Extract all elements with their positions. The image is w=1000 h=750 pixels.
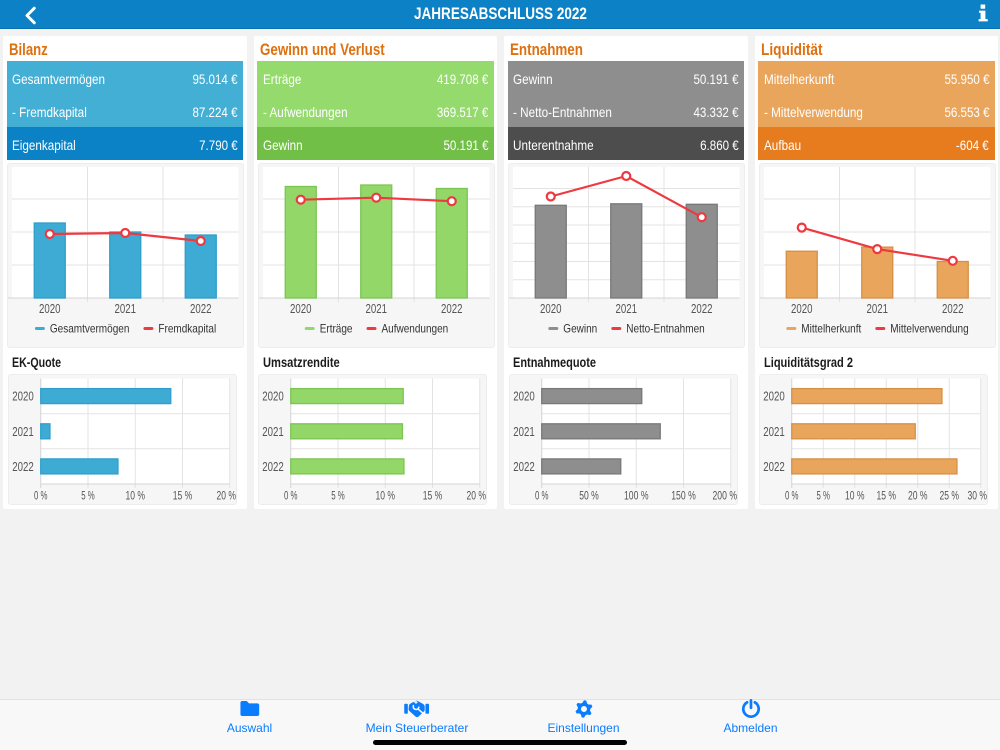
svg-text:10 %: 10 % xyxy=(125,488,145,502)
svg-text:10 %: 10 % xyxy=(845,488,865,502)
svg-text:2021: 2021 xyxy=(262,424,284,438)
svg-text:0 %: 0 % xyxy=(284,488,298,502)
svg-text:100 %: 100 % xyxy=(624,488,649,502)
svg-text:Aufwendungen: Aufwendungen xyxy=(381,321,448,335)
svg-text:20 %: 20 % xyxy=(908,488,928,502)
svg-text:2022: 2022 xyxy=(763,459,785,473)
svg-text:Gesamtvermögen: Gesamtvermögen xyxy=(50,321,129,335)
svg-text:2021: 2021 xyxy=(866,302,888,316)
svg-text:2022: 2022 xyxy=(513,459,535,473)
svg-text:5 %: 5 % xyxy=(81,488,95,502)
svg-text:200 %: 200 % xyxy=(712,488,737,502)
svg-text:2020: 2020 xyxy=(763,389,785,403)
svg-text:Gewinn: Gewinn xyxy=(563,321,597,335)
svg-text:2020: 2020 xyxy=(540,302,562,316)
svg-text:2020: 2020 xyxy=(39,302,61,316)
svg-text:0 %: 0 % xyxy=(34,488,48,502)
svg-text:2021: 2021 xyxy=(616,302,638,316)
svg-text:5 %: 5 % xyxy=(817,488,831,502)
svg-text:30 %: 30 % xyxy=(968,488,988,502)
svg-text:2021: 2021 xyxy=(763,424,785,438)
svg-text:150 %: 150 % xyxy=(671,488,696,502)
svg-text:2021: 2021 xyxy=(365,302,387,316)
svg-text:25 %: 25 % xyxy=(940,488,960,502)
svg-text:2020: 2020 xyxy=(290,302,312,316)
svg-text:2020: 2020 xyxy=(262,389,284,403)
svg-text:Fremdkapital: Fremdkapital xyxy=(158,321,216,335)
svg-text:0 %: 0 % xyxy=(535,488,549,502)
svg-text:20 %: 20 % xyxy=(216,488,236,502)
svg-text:2020: 2020 xyxy=(513,389,535,403)
svg-text:2022: 2022 xyxy=(441,302,463,316)
svg-text:10 %: 10 % xyxy=(376,488,396,502)
svg-text:50 %: 50 % xyxy=(579,488,599,502)
svg-text:2021: 2021 xyxy=(513,424,535,438)
svg-text:2020: 2020 xyxy=(12,389,34,403)
svg-text:0 %: 0 % xyxy=(785,488,799,502)
svg-text:2022: 2022 xyxy=(190,302,212,316)
svg-text:15 %: 15 % xyxy=(877,488,897,502)
svg-text:2021: 2021 xyxy=(115,302,137,316)
svg-text:15 %: 15 % xyxy=(172,488,192,502)
svg-text:Netto-Entnahmen: Netto-Entnahmen xyxy=(626,321,704,335)
svg-text:20 %: 20 % xyxy=(467,488,487,502)
svg-text:Mittelherkunft: Mittelherkunft xyxy=(801,321,862,335)
svg-text:Erträge: Erträge xyxy=(319,321,352,335)
svg-text:2022: 2022 xyxy=(12,459,34,473)
svg-text:5 %: 5 % xyxy=(331,488,345,502)
svg-text:15 %: 15 % xyxy=(423,488,443,502)
svg-text:2022: 2022 xyxy=(262,459,284,473)
svg-text:Mittelverwendung: Mittelverwendung xyxy=(890,321,968,335)
svg-text:2022: 2022 xyxy=(942,302,964,316)
svg-text:2022: 2022 xyxy=(691,302,713,316)
svg-text:2021: 2021 xyxy=(12,424,34,438)
svg-text:2020: 2020 xyxy=(791,302,813,316)
